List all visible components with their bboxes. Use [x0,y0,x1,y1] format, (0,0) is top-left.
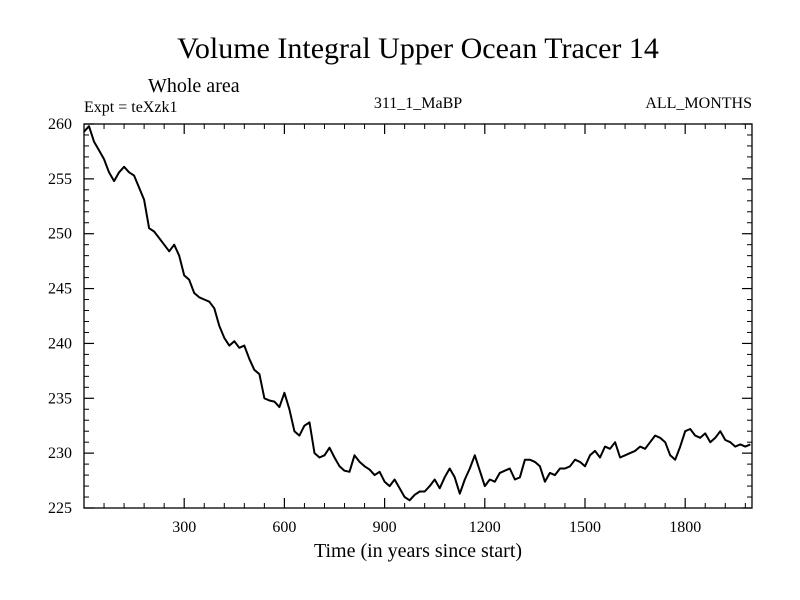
y-tick-label: 255 [48,171,72,188]
period-label: ALL_MONTHS [645,95,752,112]
axis-ticks: 225 230 235 240 245 250 255 260 300 600 900 1200 150… [48,116,752,536]
x-tick-label: 600 [272,519,296,536]
y-tick-label: 245 [48,281,72,298]
y-tick-label: 260 [48,116,72,133]
x-axis-label: Time (in years since start) [314,540,522,562]
y-tick-label: 235 [48,390,72,407]
y-tick-label: 250 [48,226,72,243]
chart-subtitle: Whole area [148,75,240,97]
plot-frame [83,123,753,509]
x-tick-label: 1500 [569,519,601,536]
y-tick-label: 230 [48,445,72,462]
x-tick-label: 300 [172,519,196,536]
chart-title: Volume Integral Upper Ocean Tracer 14 [177,32,659,65]
series-line-tracer-14 [83,125,751,502]
y-tick-label: 240 [48,335,72,352]
experiment-label: Expt = teXzk1 [84,99,177,116]
series-layer [83,125,751,502]
x-tick-label: 1800 [669,519,701,536]
x-tick-label: 900 [373,519,397,536]
y-tick-label: 225 [48,500,72,517]
x-tick-label: 1200 [469,519,501,536]
run-label: 311_1_MaBP [374,95,462,112]
